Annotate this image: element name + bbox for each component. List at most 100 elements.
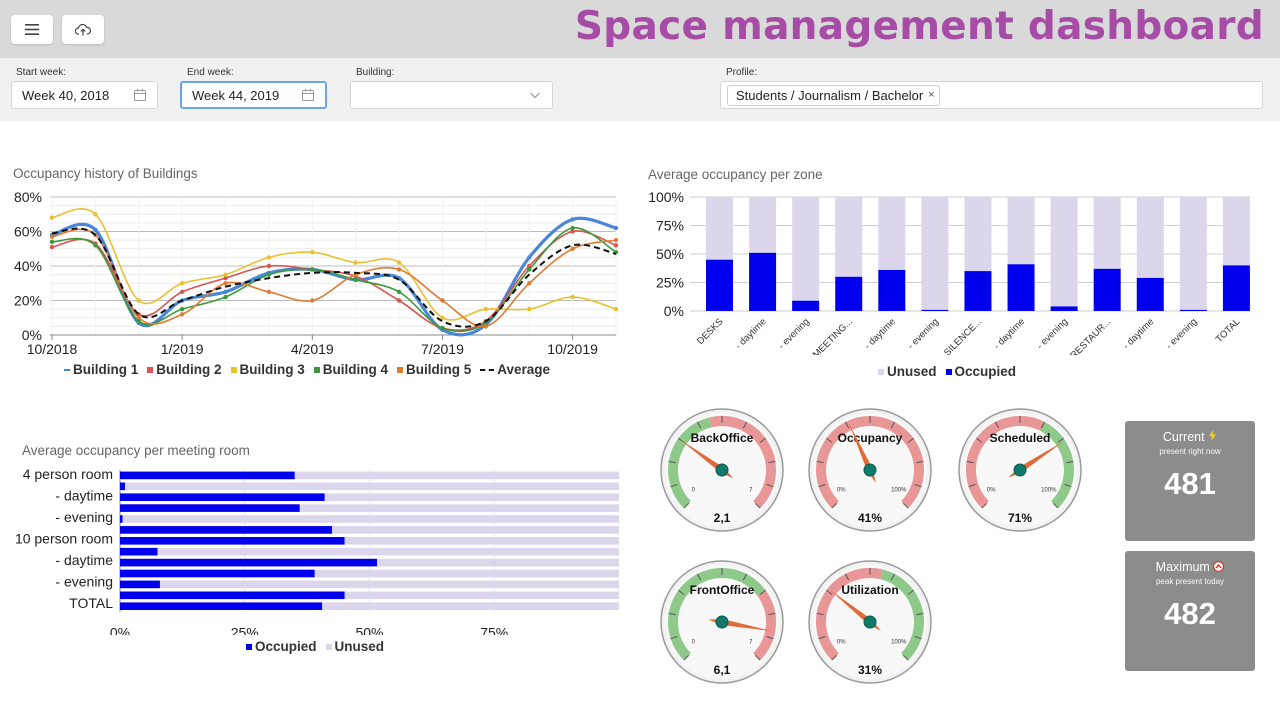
gauge-max-label: 100% <box>891 640 907 646</box>
gauge-tick <box>968 484 976 488</box>
bar-occupied <box>120 471 295 480</box>
gauge-band-red <box>709 416 776 509</box>
gauge-tick <box>818 484 826 488</box>
data-point <box>396 298 402 303</box>
bar-unused <box>1136 197 1164 278</box>
category-label: TOTAL <box>69 595 113 611</box>
data-point <box>527 281 532 286</box>
gauge-tick <box>845 573 850 581</box>
data-point <box>570 294 575 300</box>
legend-label: Average <box>497 362 551 377</box>
gauge-tick <box>754 502 761 509</box>
gauge-tick <box>995 421 1000 429</box>
y-tick-label: 0% <box>22 327 42 343</box>
bar-unused <box>120 493 619 501</box>
gauge-frontoffice: 0 7 FrontOffice 6,1 <box>660 560 784 684</box>
data-point <box>613 225 619 231</box>
gauge-utilization: 0% 100% Utilization 31% <box>808 560 932 684</box>
data-point <box>93 243 98 248</box>
category-label: 4 person room <box>23 466 113 482</box>
legend-swatch <box>147 366 154 373</box>
bar-occupied <box>120 537 345 545</box>
profile-select[interactable]: Students / Journalism / Bachelor × <box>720 81 1263 109</box>
data-point <box>353 277 358 282</box>
x-tick-label: 50% <box>355 625 383 635</box>
gauge-max-label: 7 <box>749 640 753 646</box>
meeting-room-chart: 4 person room - daytime - evening 10 person… <box>15 466 619 635</box>
maximum-card-value: 482 <box>1164 596 1216 631</box>
gauge-tick <box>742 573 747 581</box>
gauge-min-label: 0% <box>837 640 846 646</box>
chip-remove-icon[interactable]: × <box>928 89 935 101</box>
start-week-field[interactable]: Week 40, 2018 <box>11 81 158 109</box>
bar-unused <box>120 482 619 491</box>
x-tick-label: 75% <box>480 625 508 635</box>
category-label: 10 person room <box>15 531 113 547</box>
gauge-tick <box>914 484 922 488</box>
data-point <box>266 272 272 277</box>
category-label: - evening <box>1164 316 1199 351</box>
gauge-max-label: 100% <box>891 488 907 494</box>
current-card-subtitle: present right now <box>1159 447 1221 456</box>
lightning-icon <box>1208 430 1217 444</box>
gauge-value: 71% <box>1008 511 1032 525</box>
data-point <box>527 255 532 260</box>
data-point <box>49 215 55 220</box>
building-select[interactable] <box>350 81 553 109</box>
gauge-max-label: 100% <box>1041 488 1057 494</box>
gauge-max-label: 7 <box>749 488 753 494</box>
current-card-value: 481 <box>1164 466 1216 501</box>
gauge-tick <box>826 437 833 443</box>
legend-swatch <box>480 368 495 371</box>
gauge-hub <box>1013 463 1027 477</box>
x-tick-label: 0% <box>110 625 130 635</box>
bar-unused <box>964 197 992 272</box>
gauge-tick <box>1040 421 1045 429</box>
category-label: - evening <box>1035 316 1070 351</box>
profile-label: Profile: <box>726 67 758 78</box>
bar-unused <box>120 602 619 610</box>
gauge-tick <box>831 502 838 509</box>
y-tick-label: 50% <box>656 246 684 262</box>
gauge-tick <box>916 461 924 464</box>
gauge-tick <box>816 461 824 464</box>
y-tick-label: 20% <box>14 293 42 309</box>
bar-unused <box>1179 197 1207 310</box>
bar-unused <box>706 197 733 260</box>
gauge-scheduled: 0% 100% Scheduled 71% <box>958 408 1082 532</box>
legend-swatch-unused <box>325 643 332 650</box>
chevron-down-icon[interactable] <box>528 88 542 102</box>
data-point <box>136 319 141 324</box>
bar-occupied <box>120 569 315 578</box>
calendar-icon[interactable] <box>133 88 147 102</box>
filter-bar: Start week: Week 40, 2018 End week: Week… <box>0 58 1280 121</box>
gauge-tick <box>670 636 678 640</box>
data-point <box>396 289 402 295</box>
legend-item-unused: Unused <box>878 364 937 379</box>
gauge-hub <box>863 615 877 629</box>
maximum-card-subtitle: peak present today <box>1155 577 1225 586</box>
category-label: - daytime <box>733 316 768 351</box>
bar-unused <box>120 515 619 523</box>
upload-button[interactable] <box>62 15 104 44</box>
bar-occupied <box>1222 265 1250 311</box>
bar-occupied <box>120 526 333 534</box>
bar-occupied <box>120 602 323 610</box>
zone-occupancy-chart: 0%25%50%75%100%DESKS - daytime - evening ME… <box>648 189 1250 355</box>
end-week-field[interactable]: Week 44, 2019 <box>180 81 327 109</box>
bar-occupied <box>120 493 325 501</box>
data-point <box>223 275 228 281</box>
calendar-icon[interactable] <box>301 88 315 102</box>
menu-button[interactable] <box>11 15 53 44</box>
gauge-tick <box>890 421 895 429</box>
gauge-hub <box>715 463 729 477</box>
legend-swatch <box>313 366 320 373</box>
gauge-band-red <box>752 590 776 661</box>
legend-swatch-occupied <box>246 643 252 650</box>
data-point <box>266 289 272 295</box>
bar-occupied <box>1136 277 1164 311</box>
data-point <box>93 212 98 217</box>
gauge-min-label: 0% <box>987 488 996 494</box>
legend-item-unused: Unused <box>325 639 384 654</box>
data-point <box>136 298 141 303</box>
